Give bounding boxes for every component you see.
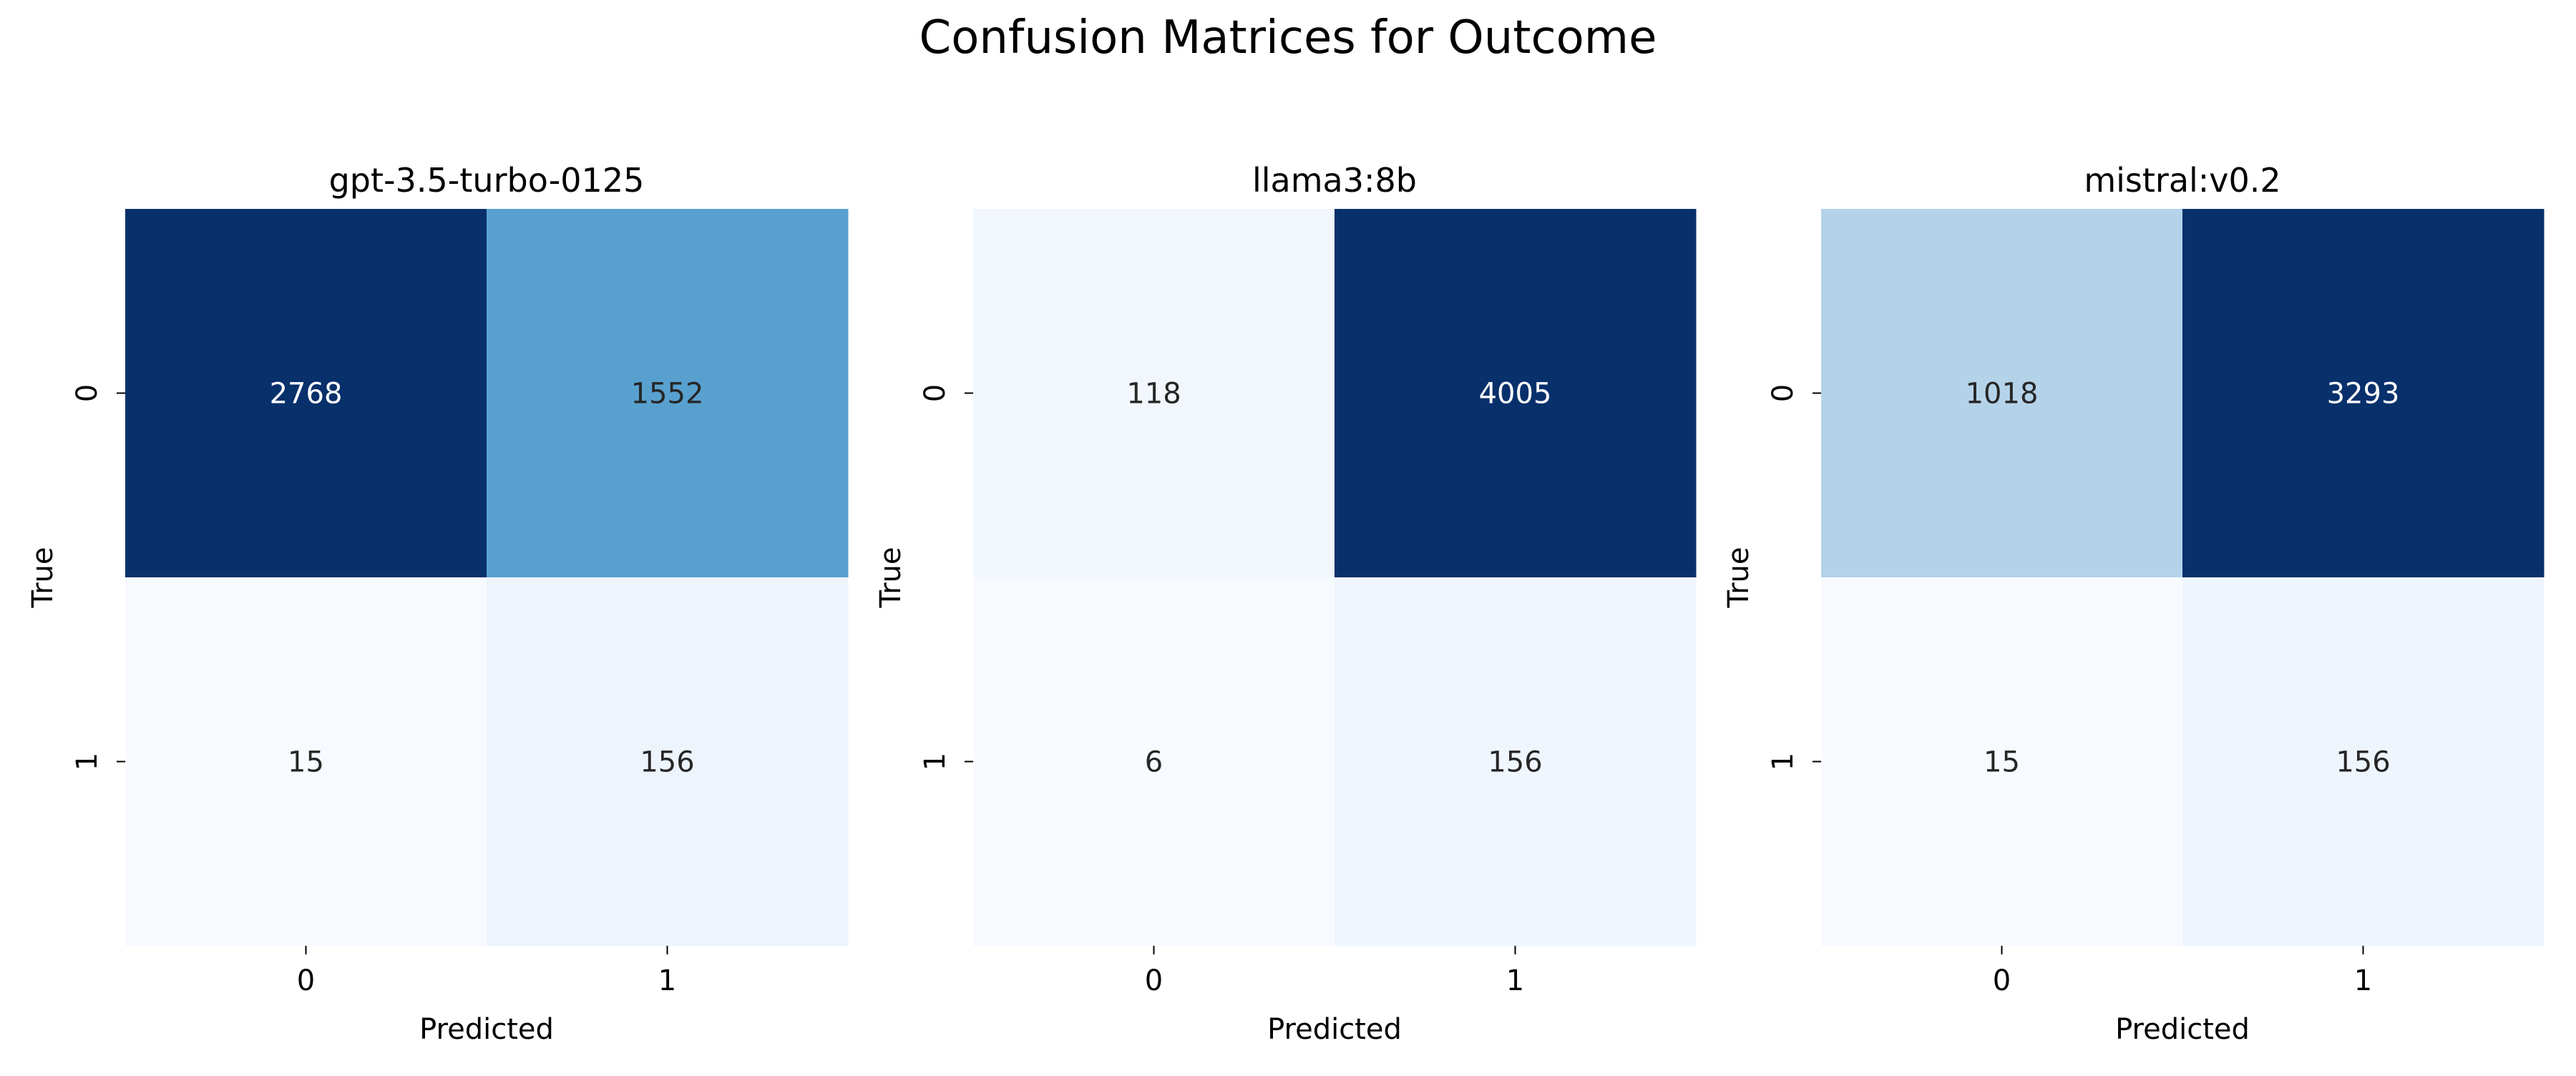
panel-2-xtick-label-1: 1 <box>1506 964 1524 997</box>
panel-3-ytick-label-1: 1 <box>1767 753 1800 771</box>
panel-2-value-r0-c1: 4005 <box>1479 378 1552 411</box>
panel-3-cell-r1-c0 <box>1821 577 2183 947</box>
panel-2-cell-r1-c1 <box>1335 577 1697 947</box>
panel-3-cell-r0-c0 <box>1821 209 2183 578</box>
panel-1-xtick-label-1: 1 <box>658 964 676 997</box>
panel-1-value-r1-c0: 15 <box>288 746 324 779</box>
panel-1-cell-r0-c1 <box>487 209 849 578</box>
panel-1-value-r1-c1: 156 <box>640 746 694 779</box>
panel-2-cell-r1-c0 <box>973 577 1335 947</box>
figure-title: Confusion Matrices for Outcome <box>919 11 1657 64</box>
panel-3-value-r1-c1: 156 <box>2336 746 2390 779</box>
panel-2-ytick-label-0: 0 <box>919 384 952 402</box>
panel-1-xtick-label-0: 0 <box>297 964 315 997</box>
panel-3-ylabel: True <box>1722 547 1755 609</box>
panel-2-ytick-label-1: 1 <box>919 753 952 771</box>
panel-2-value-r1-c0: 6 <box>1145 746 1163 779</box>
panel-2-value-r0-c0: 118 <box>1126 378 1181 411</box>
panel-3-ytick-label-0: 0 <box>1767 384 1800 402</box>
panel-2-xlabel: Predicted <box>1267 1013 1402 1046</box>
panel-1-ylabel: True <box>26 547 59 609</box>
panel-3-xtick-label-1: 1 <box>2354 964 2372 997</box>
panel-1-cell-r0-c0 <box>125 209 487 578</box>
panel-2-title: llama3:8b <box>1252 161 1417 200</box>
panel-1-xlabel: Predicted <box>419 1013 554 1046</box>
panel-3-cell-r0-c1 <box>2182 209 2545 578</box>
panel-2-xtick-label-0: 0 <box>1145 964 1163 997</box>
panel-2-ylabel: True <box>874 547 907 609</box>
panel-3-value-r1-c0: 15 <box>1984 746 2020 779</box>
panel-3-xtick-label-0: 0 <box>1993 964 2011 997</box>
panel-1-ytick-label-1: 1 <box>71 753 104 771</box>
panel-2-cell-r0-c0 <box>973 209 1335 578</box>
panel-3-value-r0-c0: 1018 <box>1966 378 2039 411</box>
panel-1-ytick-label-0: 0 <box>71 384 104 402</box>
panel-3-xlabel: Predicted <box>2115 1013 2250 1046</box>
panel-1-cell-r1-c0 <box>125 577 487 947</box>
panel-3-value-r0-c1: 3293 <box>2327 378 2400 411</box>
panel-3-title: mistral:v0.2 <box>2084 161 2280 200</box>
panel-1-value-r0-c1: 1552 <box>631 378 704 411</box>
panel-2-cell-r0-c1 <box>1335 209 1697 578</box>
panel-3-cell-r1-c1 <box>2182 577 2545 947</box>
panel-1-cell-r1-c1 <box>487 577 849 947</box>
panel-2-value-r1-c1: 156 <box>1488 746 1542 779</box>
panel-1-value-r0-c0: 2768 <box>270 378 343 411</box>
panel-1-title: gpt-3.5-turbo-0125 <box>329 161 645 200</box>
